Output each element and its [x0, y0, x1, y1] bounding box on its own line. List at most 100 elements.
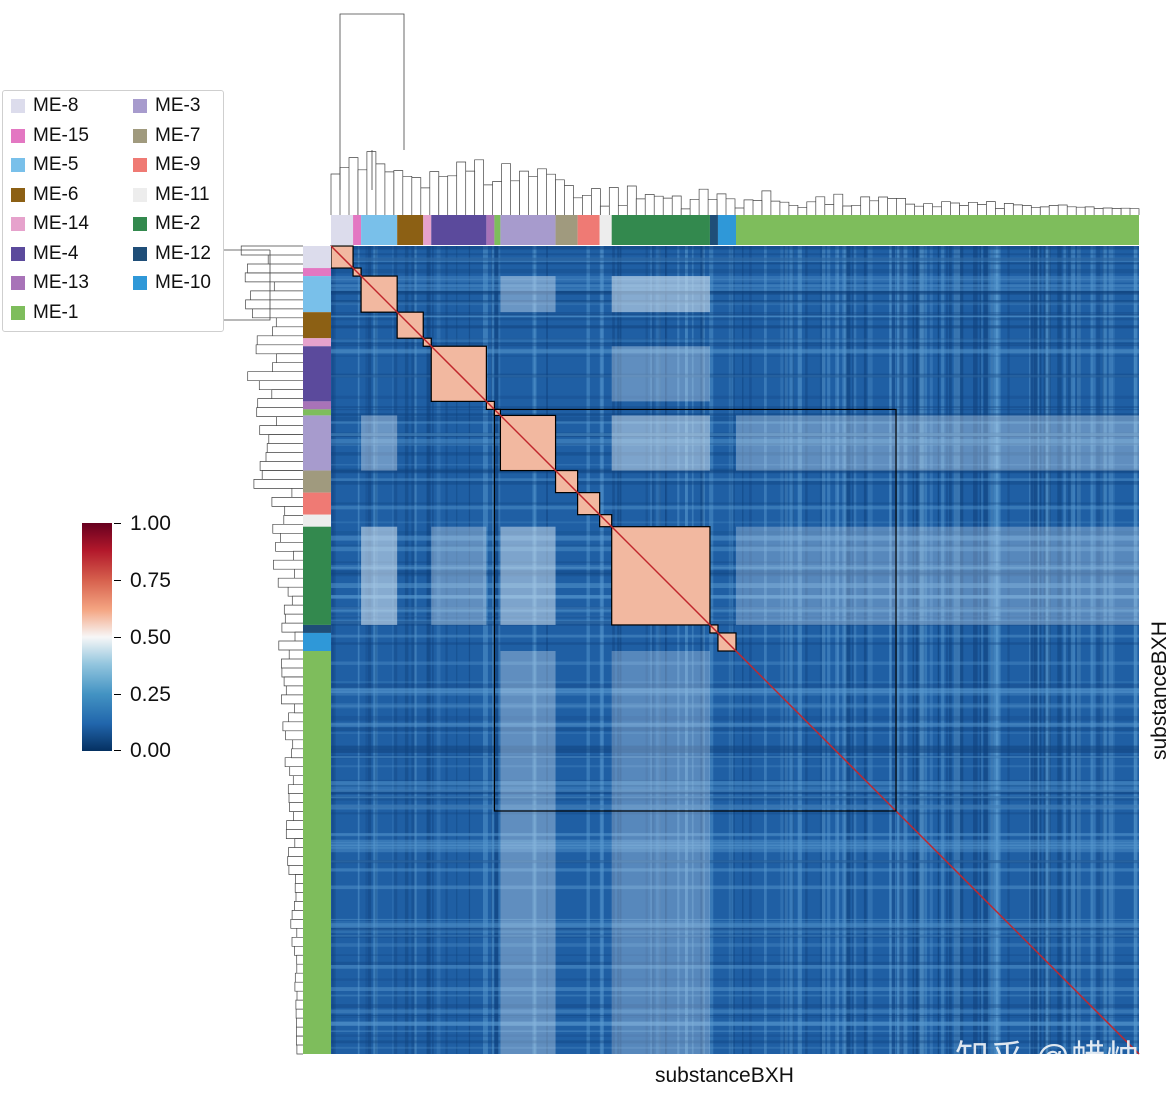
heatmap-stripe — [331, 595, 1139, 599]
heatmap-stripe — [331, 885, 1139, 890]
heatmap-offdiag-patch — [500, 276, 556, 313]
heatmap-stripe — [373, 246, 378, 1054]
heatmap-stripe — [331, 452, 1139, 456]
heatmap-stripe — [837, 246, 839, 1054]
legend-label: ME-1 — [33, 301, 79, 323]
heatmap-stripe — [331, 505, 1139, 510]
heatmap-stripe — [331, 691, 1139, 696]
legend-label: ME-13 — [33, 272, 89, 293]
heatmap-module-outline — [485, 400, 496, 411]
heatmap-stripe — [331, 704, 1139, 709]
heatmap-module-outline — [352, 267, 362, 277]
heatmap-stripe — [612, 246, 615, 1054]
heatmap-stripe — [658, 246, 661, 1054]
left-dendrogram-root — [222, 249, 271, 321]
legend-item: ME-3 — [133, 95, 200, 117]
heatmap-stripe — [331, 535, 1139, 541]
heatmap-stripe — [896, 246, 900, 1054]
heatmap-stripe — [331, 934, 1139, 937]
legend-swatch — [133, 99, 147, 113]
legend-item: ME-5 — [11, 154, 78, 176]
heatmap-stripe — [842, 246, 847, 1054]
heatmap-stripe — [483, 246, 488, 1054]
heatmap-stripe — [331, 615, 1139, 617]
heatmap-stripe — [332, 246, 334, 1054]
left-dendrogram — [240, 245, 303, 1055]
left-module-bar — [303, 338, 331, 347]
legend-label: ME-4 — [33, 242, 79, 264]
heatmap-stripe — [889, 246, 892, 1054]
heatmap-stripe — [331, 325, 1139, 329]
colorbar: 1.00 0.75 0.50 0.25 0.00 — [82, 512, 171, 762]
heatmap-stripe — [331, 844, 1139, 846]
left-module-bar — [303, 276, 331, 313]
heatmap-module-outline — [709, 624, 719, 634]
legend-swatch — [11, 187, 25, 202]
heatmap-stripe — [432, 246, 434, 1054]
heatmap-stripe — [993, 246, 998, 1054]
heatmap-stripe — [789, 246, 794, 1054]
heatmap-stripe — [331, 924, 1139, 928]
heatmap-stripe — [331, 342, 1139, 345]
heatmap-stripe — [953, 246, 959, 1054]
heatmap-stripe — [331, 300, 1139, 303]
heatmap-stripe — [331, 1046, 1139, 1049]
heatmap-stripe — [1063, 246, 1067, 1054]
heatmap-stripe — [898, 246, 903, 1054]
top-module-bar — [486, 215, 495, 245]
heatmap-stripe — [331, 1004, 1139, 1008]
heatmap-stripe — [924, 246, 928, 1054]
heatmap-stripe — [331, 847, 1139, 853]
left-module-bar — [303, 514, 331, 527]
heatmap-stripe — [1036, 246, 1039, 1054]
heatmap-stripe — [331, 565, 1139, 569]
heatmap-stripe — [331, 929, 1139, 933]
heatmap-stripe — [331, 373, 1139, 378]
heatmap-stripe — [375, 246, 377, 1054]
heatmap-stripe — [331, 317, 1139, 321]
watermark-text: 知乎 @蜡烛 — [955, 1039, 1141, 1077]
top-module-bar — [431, 215, 487, 245]
heatmap-stripe — [436, 246, 441, 1054]
heatmap-stripe — [331, 790, 1139, 794]
heatmap-stripe — [331, 315, 1139, 318]
legend-item: ME-14 — [11, 213, 89, 235]
heatmap-stripe — [331, 572, 1139, 577]
heatmap-stripe — [331, 683, 1139, 689]
heatmap-stripe — [1076, 246, 1081, 1054]
heatmap-stripe — [650, 246, 652, 1054]
legend-label: ME-6 — [33, 183, 79, 205]
heatmap-cluster-outline — [493, 408, 897, 812]
top-module-bar — [500, 215, 556, 245]
top-module-bar — [331, 215, 354, 245]
heatmap-stripe — [331, 257, 1139, 262]
heatmap-stripe — [331, 703, 1139, 707]
heatmap-stripe — [331, 620, 1139, 626]
legend-item: ME-2 — [133, 213, 200, 235]
heatmap-stripe — [617, 246, 620, 1054]
legend-item: ME-13 — [11, 272, 89, 294]
colorbar-tick — [114, 580, 121, 581]
heatmap-stripe — [656, 246, 661, 1054]
colorbar-tick — [114, 750, 121, 751]
heatmap-stripe — [331, 804, 1139, 810]
legend-swatch — [11, 158, 25, 172]
heatmap-stripe — [491, 246, 494, 1054]
heatmap-stripe — [852, 246, 854, 1054]
heatmap-stripe — [357, 246, 360, 1054]
heatmap-stripe — [331, 784, 1139, 787]
heatmap-stripe — [742, 246, 744, 1054]
module-legend: ME-8 ME-15 ME-5 ME-6 ME-14 ME-4 ME-13 ME-1 ME-3 M… — [2, 90, 224, 332]
heatmap-stripe — [979, 246, 982, 1054]
legend-swatch — [133, 128, 147, 143]
heatmap-stripe — [959, 246, 964, 1054]
legend-swatch — [133, 246, 147, 261]
left-module-bar — [303, 651, 331, 1054]
heatmap-stripe — [784, 246, 787, 1054]
heatmap-stripe — [331, 432, 1139, 437]
heatmap-stripe — [331, 421, 1139, 424]
heatmap-stripe — [331, 300, 1139, 304]
heatmap-stripe — [620, 246, 622, 1054]
heatmap-stripe — [331, 1030, 1139, 1032]
heatmap-module-outline — [717, 632, 737, 652]
